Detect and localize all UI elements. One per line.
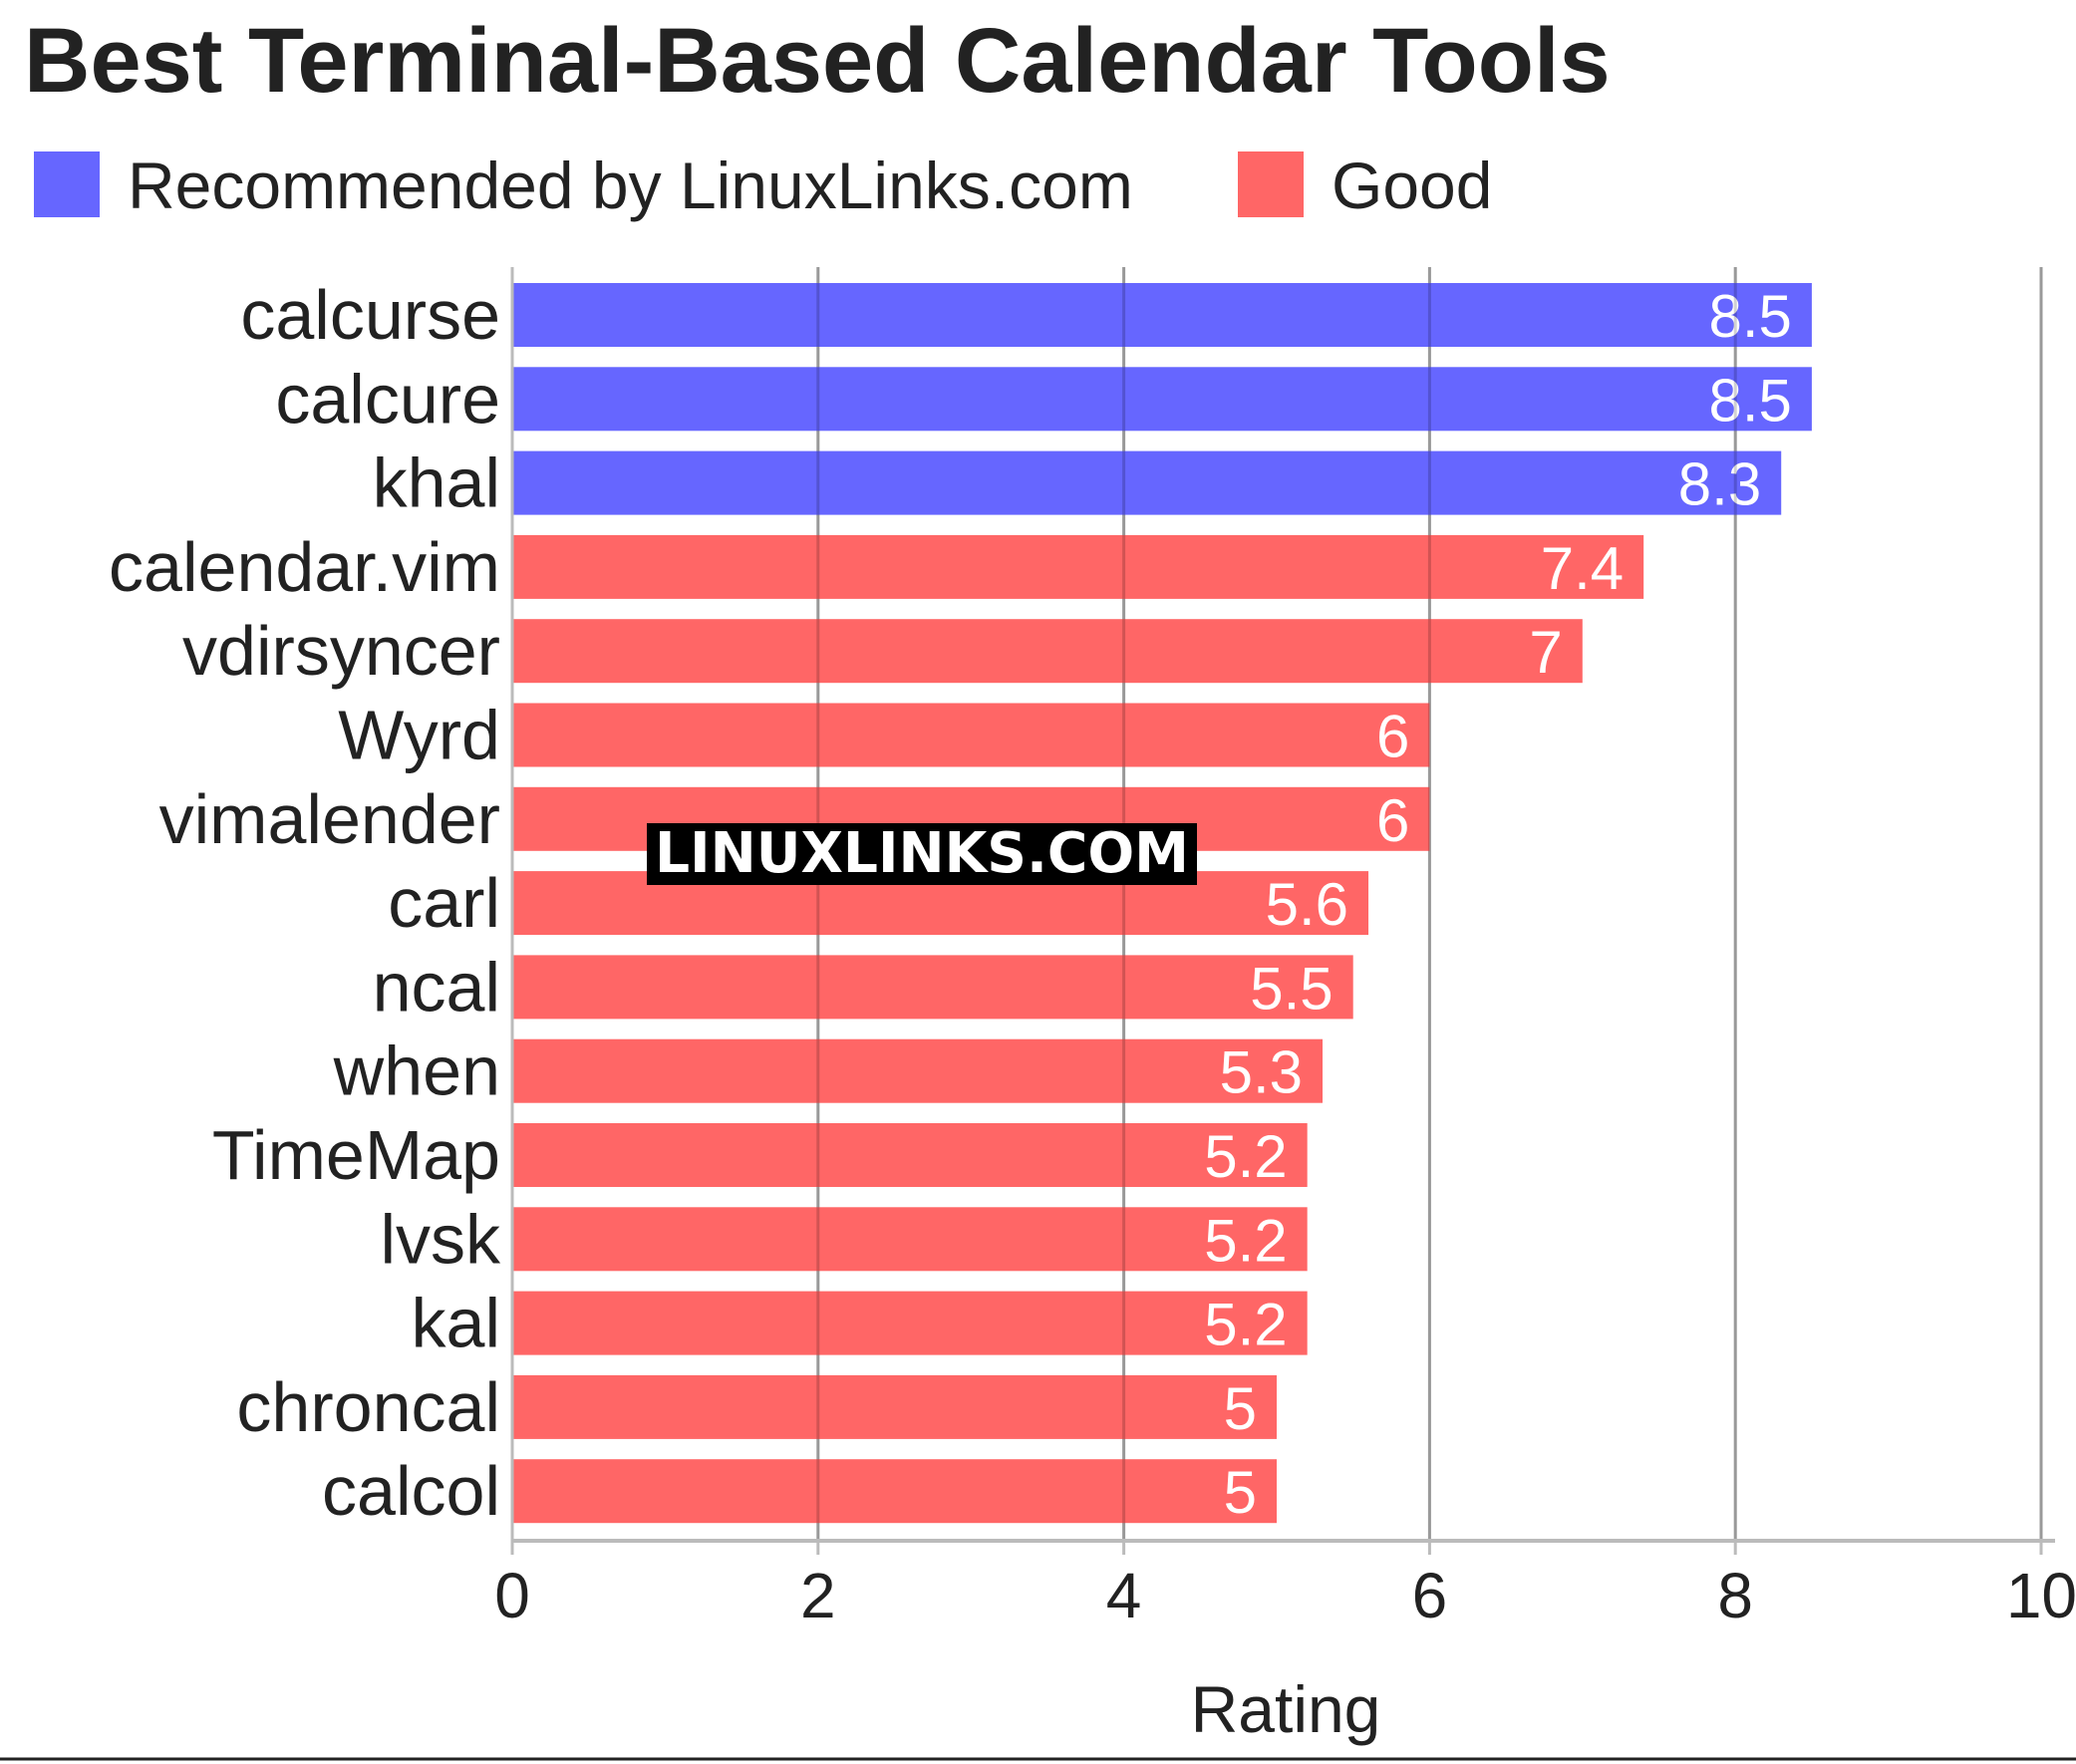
- category-label: chroncal: [236, 1368, 500, 1446]
- legend-label-recommended: Recommended by LinuxLinks.com: [128, 148, 1133, 222]
- legend-swatch-recommended: [34, 151, 100, 217]
- bar-value-label: 5: [1224, 1459, 1257, 1526]
- category-label: calendar.vim: [109, 528, 500, 606]
- bar-calcol: [512, 1459, 1277, 1524]
- bar-kal: [512, 1291, 1308, 1355]
- bar-value-label: 6: [1376, 704, 1409, 770]
- bar-value-label: 5.3: [1220, 1039, 1303, 1106]
- bar-value-label: 8.5: [1708, 367, 1791, 434]
- x-tick-labels: 0 2 4 6 8 10: [494, 267, 2076, 1631]
- watermark-background: [647, 823, 1197, 885]
- watermark: LINUXLINKS.COM: [647, 821, 1197, 886]
- category-label: Wyrd: [338, 697, 500, 774]
- bar-value-label: 5.5: [1250, 955, 1333, 1022]
- legend-label-good: Good: [1332, 148, 1492, 222]
- category-label: kal: [412, 1285, 500, 1362]
- category-label: vimalender: [159, 780, 500, 858]
- bar-Wyrd: [512, 703, 1430, 767]
- category-label: calcure: [275, 360, 500, 438]
- x-tick-label: 4: [1106, 1560, 1142, 1631]
- category-label: TimeMap: [212, 1116, 500, 1194]
- x-tick-label: 10: [2006, 1560, 2076, 1631]
- category-label: ncal: [373, 948, 500, 1026]
- bar-calendar.vim: [512, 534, 1644, 599]
- legend: Recommended by LinuxLinks.com Good: [34, 148, 1492, 222]
- bar-value-label: 5.2: [1204, 1292, 1287, 1358]
- x-tick-label: 2: [800, 1560, 836, 1631]
- bar-calcure: [512, 367, 1812, 432]
- watermark-text: LINUXLINKS.COM: [655, 821, 1189, 886]
- x-tick-label: 0: [494, 1560, 530, 1631]
- bar-value-label: 8.5: [1708, 283, 1791, 350]
- category-labels: calcursecalcurekhalcalendar.vimvdirsynce…: [109, 276, 501, 1530]
- bar-value-label: 5.6: [1266, 871, 1348, 938]
- category-label: khal: [373, 444, 500, 522]
- bar-value-label: 8.3: [1678, 451, 1761, 518]
- x-axis-label: Rating: [1191, 1672, 1381, 1746]
- category-label: when: [333, 1032, 500, 1110]
- category-label: calcol: [322, 1452, 500, 1530]
- bar-khal: [512, 450, 1782, 515]
- x-tick-label: 6: [1412, 1560, 1448, 1631]
- bar-value-label: 5.2: [1204, 1123, 1287, 1190]
- bar-value-label: 5: [1224, 1375, 1257, 1442]
- bar-calcurse: [512, 283, 1812, 347]
- bar-vdirsyncer: [512, 619, 1583, 684]
- category-label: lvsk: [380, 1200, 501, 1278]
- bar-value-label: 7.4: [1541, 535, 1624, 602]
- bar-when: [512, 1038, 1324, 1103]
- bar-ncal: [512, 955, 1353, 1020]
- category-label: vdirsyncer: [182, 612, 500, 690]
- bar-chroncal: [512, 1374, 1277, 1439]
- x-tick-label: 8: [1717, 1560, 1753, 1631]
- bar-value-label: 6: [1376, 787, 1409, 854]
- bars: 8.5 8.5 8.3 7.4 7 6 6 5.6 5.5 5.3 5.2 5.2 5.2 5 5: [512, 267, 2043, 1541]
- chart-title: Best Terminal-Based Calendar Tools: [24, 10, 1611, 112]
- bar-lvsk: [512, 1207, 1308, 1272]
- category-label: calcurse: [240, 276, 500, 354]
- legend-swatch-good: [1238, 151, 1304, 217]
- bar-TimeMap: [512, 1123, 1308, 1187]
- bar-value-label: 5.2: [1204, 1207, 1287, 1274]
- category-label: carl: [388, 864, 500, 942]
- bar-value-label: 7: [1529, 619, 1562, 686]
